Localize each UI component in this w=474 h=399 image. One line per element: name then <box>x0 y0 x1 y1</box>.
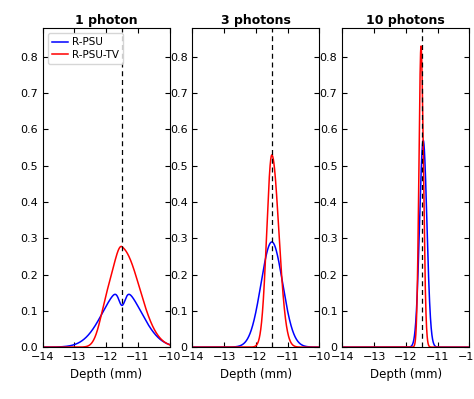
X-axis label: Depth (mm): Depth (mm) <box>70 367 142 381</box>
R-PSU-TV <box>393 345 399 350</box>
R-PSU-TV <box>301 345 306 350</box>
R-PSU-TV <box>339 345 345 350</box>
R-PSU <box>212 345 218 350</box>
R-PSU <box>164 341 170 346</box>
R-PSU-TV <box>354 345 360 350</box>
R-PSU-TV <box>238 345 244 350</box>
R-PSU-TV <box>269 152 274 157</box>
Title: 10 photons: 10 photons <box>366 14 445 27</box>
Title: 1 photon: 1 photon <box>75 14 137 27</box>
R-PSU <box>269 239 274 244</box>
R-PSU-TV <box>94 330 100 334</box>
R-PSU-TV <box>118 244 124 249</box>
R-PSU <box>362 345 367 350</box>
R-PSU <box>126 292 132 297</box>
Line: R-PSU: R-PSU <box>342 140 469 347</box>
R-PSU-TV <box>388 345 394 350</box>
R-PSU-TV <box>167 342 173 347</box>
R-PSU-TV <box>55 345 60 350</box>
R-PSU-TV <box>164 341 170 346</box>
R-PSU-TV <box>151 326 156 330</box>
R-PSU <box>55 345 60 350</box>
R-PSU-TV <box>450 345 456 350</box>
R-PSU-TV <box>362 345 367 350</box>
R-PSU-TV <box>317 345 322 350</box>
R-PSU <box>450 345 456 350</box>
R-PSU <box>314 345 320 350</box>
R-PSU-TV <box>244 345 249 350</box>
R-PSU <box>40 345 46 350</box>
R-PSU <box>339 345 345 350</box>
Legend: R-PSU, R-PSU-TV: R-PSU, R-PSU-TV <box>48 33 123 64</box>
R-PSU-TV <box>314 345 320 350</box>
R-PSU <box>190 345 195 350</box>
Line: R-PSU-TV: R-PSU-TV <box>192 155 319 347</box>
R-PSU <box>393 345 399 350</box>
X-axis label: Depth (mm): Depth (mm) <box>370 367 442 381</box>
R-PSU <box>244 338 249 343</box>
R-PSU <box>301 343 306 348</box>
R-PSU <box>167 342 173 347</box>
Line: R-PSU: R-PSU <box>192 242 319 347</box>
Line: R-PSU-TV: R-PSU-TV <box>342 46 469 347</box>
R-PSU <box>151 330 156 335</box>
R-PSU-TV <box>190 345 195 350</box>
R-PSU-TV <box>418 43 424 48</box>
R-PSU <box>238 343 244 348</box>
R-PSU <box>466 345 472 350</box>
R-PSU <box>89 329 94 334</box>
R-PSU-TV <box>62 345 67 350</box>
R-PSU-TV <box>466 345 472 350</box>
R-PSU-TV <box>212 345 218 350</box>
Line: R-PSU: R-PSU <box>43 294 170 347</box>
R-PSU <box>388 345 394 350</box>
R-PSU-TV <box>204 345 210 350</box>
R-PSU <box>94 320 100 325</box>
Line: R-PSU-TV: R-PSU-TV <box>43 247 170 347</box>
R-PSU <box>354 345 360 350</box>
R-PSU <box>62 344 67 349</box>
R-PSU <box>420 138 426 143</box>
R-PSU-TV <box>40 345 46 350</box>
R-PSU <box>204 345 210 350</box>
Title: 3 photons: 3 photons <box>221 14 291 27</box>
R-PSU-TV <box>464 345 470 350</box>
R-PSU <box>317 345 322 350</box>
R-PSU-TV <box>89 341 94 346</box>
X-axis label: Depth (mm): Depth (mm) <box>220 367 292 381</box>
R-PSU <box>464 345 470 350</box>
